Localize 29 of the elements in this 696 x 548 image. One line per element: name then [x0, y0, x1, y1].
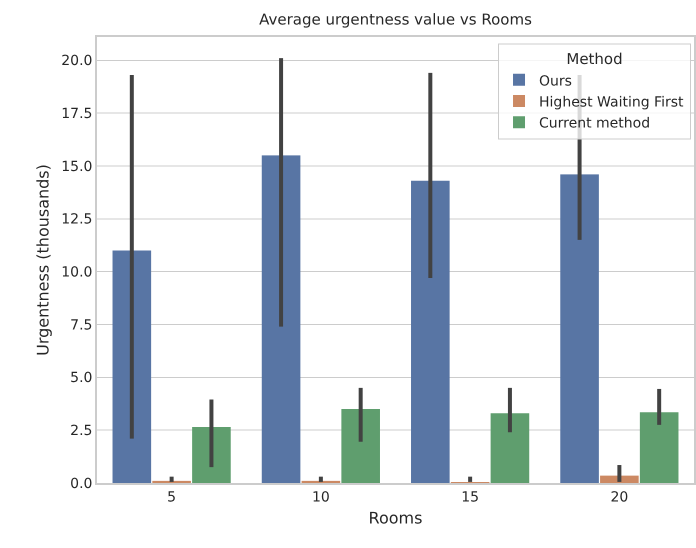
x-tick-label: 5	[167, 490, 176, 506]
bar	[600, 476, 639, 483]
y-tick-label: 7.5	[70, 317, 92, 334]
bar	[490, 413, 530, 483]
y-tick-label: 10.0	[61, 264, 92, 281]
y-tick-label: 2.5	[70, 423, 92, 440]
x-tick-label: 15	[461, 490, 480, 506]
bar	[341, 409, 380, 483]
bar	[411, 180, 450, 483]
y-tick-label: 17.5	[61, 106, 92, 122]
legend-label: Highest Waiting First	[539, 94, 684, 110]
y-tick-label: 5.0	[70, 370, 92, 386]
y-axis-title: Urgentness (thousands)	[34, 164, 53, 356]
bar	[640, 412, 678, 483]
bar	[112, 250, 152, 483]
y-tick-label: 12.5	[61, 212, 92, 228]
y-tick-label: 15.0	[61, 158, 92, 175]
bar	[560, 174, 599, 483]
y-tick-label: 0.0	[70, 476, 92, 492]
x-tick-label: 10	[312, 490, 330, 506]
legend-title: Method	[566, 50, 623, 68]
x-tick-label: 20	[610, 490, 628, 506]
legend-label: Ours	[539, 73, 572, 90]
bar	[262, 155, 300, 483]
chart-title: Average urgentness value vs Rooms	[259, 10, 532, 28]
legend-label: Current method	[539, 116, 650, 132]
y-tick-label: 20.0	[61, 53, 92, 70]
bar	[192, 426, 231, 483]
x-axis-title: Rooms	[368, 508, 422, 528]
